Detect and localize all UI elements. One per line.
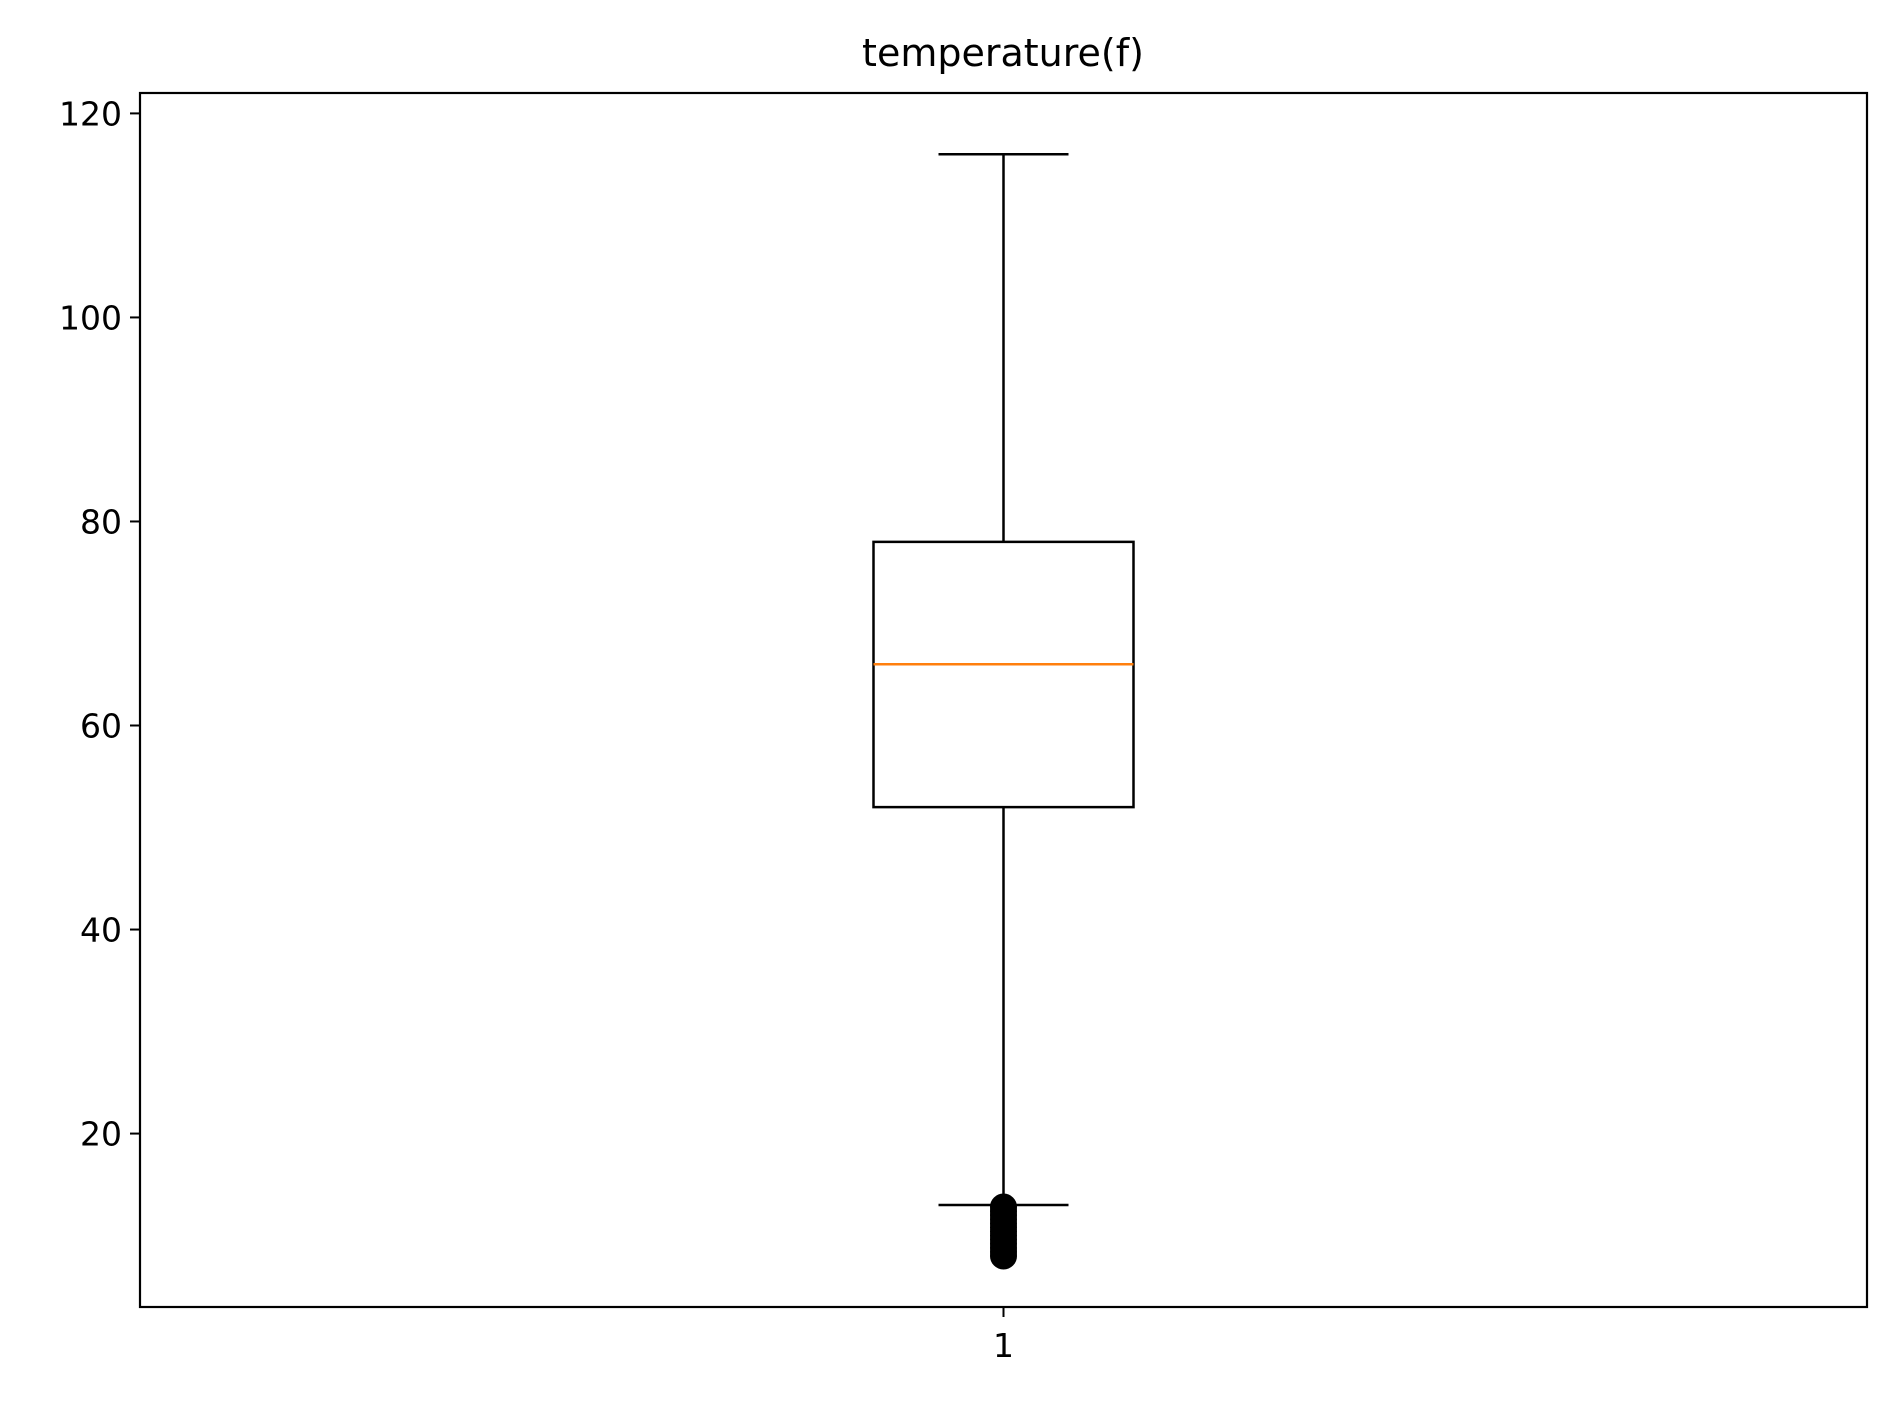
y-tick-label: 20 bbox=[80, 1115, 122, 1154]
x-tick-label: 1 bbox=[993, 1326, 1014, 1365]
y-tick-label: 40 bbox=[80, 911, 122, 950]
y-tick-label: 60 bbox=[80, 707, 122, 746]
iqr-box bbox=[872, 540, 1135, 809]
y-tick-label: 80 bbox=[80, 502, 122, 541]
y-tick-label: 100 bbox=[59, 298, 122, 337]
outlier-point bbox=[990, 1242, 1017, 1270]
plot-area-frame bbox=[138, 91, 1869, 1309]
y-tick-label: 120 bbox=[59, 94, 122, 133]
chart-title: temperature(f) bbox=[862, 31, 1144, 75]
